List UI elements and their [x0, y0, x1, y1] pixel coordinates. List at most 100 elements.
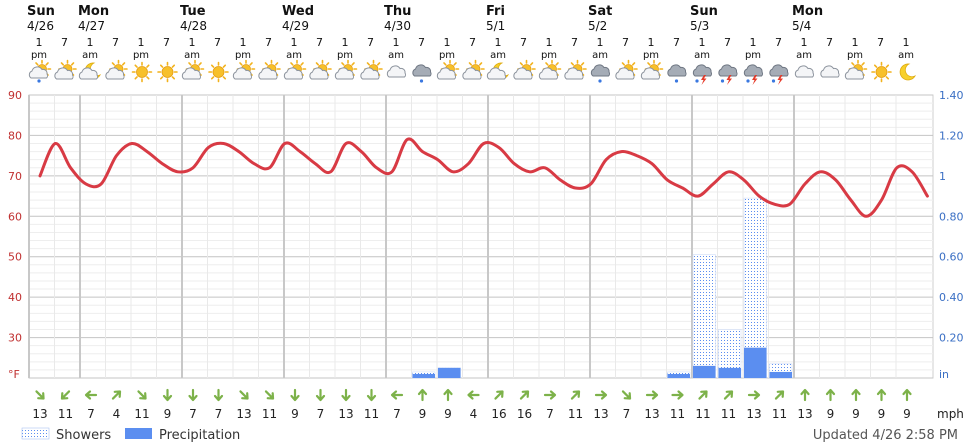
day-name: Mon: [792, 4, 823, 19]
cloud-shape: [360, 67, 380, 80]
wind-arrow-icon: [467, 390, 480, 400]
wind-speed: 9: [903, 407, 911, 421]
sun-ray: [529, 62, 534, 66]
ampm-label: am: [388, 50, 404, 61]
y-right-tick: 0.40: [939, 291, 963, 304]
sun-ray: [366, 62, 371, 66]
sun-ray: [468, 62, 473, 66]
sun-ray: [478, 62, 483, 66]
ampm-label: pm: [235, 50, 251, 61]
sunny-icon: [871, 61, 892, 83]
partly-cloudy-icon: [232, 59, 256, 80]
cloud-shape: [820, 65, 840, 78]
hour-label: 7: [571, 36, 578, 49]
wind-arrow-shape: [84, 390, 98, 400]
wind-speed: 11: [772, 407, 787, 421]
partly-cloudy-icon: [462, 59, 485, 80]
legend-precipitation-label: Precipitation: [159, 428, 240, 443]
wind-arrow-icon: [494, 390, 504, 400]
sun-disc: [875, 66, 888, 78]
wind-arrow-icon: [543, 390, 557, 400]
hour-label: 1: [648, 36, 655, 49]
day-date: 4/28: [180, 19, 207, 33]
partly-cloudy-icon: [615, 59, 638, 80]
ampm-label: am: [184, 50, 200, 61]
moon-icon: [899, 63, 917, 81]
wind-arrow-shape: [137, 390, 147, 400]
ampm-label: pm: [745, 50, 761, 61]
sun-ray: [647, 62, 651, 66]
sun-disc: [161, 66, 174, 78]
rain-drop: [419, 79, 424, 83]
wind-arrow-shape: [111, 390, 122, 400]
y-left-tick: 50: [8, 251, 22, 264]
hour-label: 1: [495, 36, 502, 49]
wind-speed: 9: [444, 407, 452, 421]
hour-label: 1: [801, 36, 808, 49]
cloud-shape: [743, 64, 764, 77]
sun-ray: [545, 62, 549, 66]
sun-ray: [300, 62, 304, 66]
wind-arrow-shape: [188, 388, 198, 402]
hour-label: 1: [87, 36, 94, 49]
hour-label: 7: [61, 36, 68, 49]
wind-speed: 11: [262, 407, 277, 421]
cloud-shape: [386, 65, 407, 78]
wind-speed: 13: [32, 407, 47, 421]
precipitation-bar: [412, 373, 435, 378]
wind-arrow-icon: [902, 388, 912, 402]
precipitation-bar: [438, 367, 461, 378]
hour-label: 7: [469, 36, 476, 49]
wind-speed: 11: [695, 407, 710, 421]
wind-speed: 9: [419, 407, 427, 421]
partly-cloudy-icon: [538, 59, 562, 80]
wind-arrow-shape: [443, 388, 453, 402]
legend-precipitation-swatch: [125, 428, 152, 439]
rain-drop: [674, 79, 679, 83]
ampm-label: am: [82, 50, 98, 61]
sun-ray: [351, 62, 355, 66]
wind-arrow-icon: [162, 388, 173, 402]
partly-cloudy-icon: [640, 59, 664, 80]
cloud-shape: [232, 67, 253, 80]
wind-arrow-icon: [341, 388, 351, 402]
y-right-tick: 0.60: [939, 251, 963, 264]
sun-ray: [171, 64, 176, 68]
sun-ray: [146, 64, 150, 68]
sun-ray: [171, 76, 176, 80]
sun-ray: [60, 62, 65, 66]
partly-cloudy-icon: [360, 59, 383, 80]
cloudy-icon: [794, 65, 815, 78]
partly-cloudy-icon: [105, 59, 128, 80]
wind-speed: 11: [58, 407, 73, 421]
sun-ray: [873, 64, 878, 68]
sun-ray: [210, 64, 215, 68]
wind-arrow-shape: [162, 388, 173, 402]
y-right-tick: 1.20: [939, 129, 963, 142]
cloud-shape: [718, 64, 738, 77]
wind-speed: 7: [393, 407, 401, 421]
wind-speed: 16: [491, 407, 506, 421]
cloud-shape: [769, 64, 789, 77]
wind-arrow-shape: [494, 390, 504, 400]
wind-arrow-shape: [543, 390, 557, 400]
thunderstorm-icon: [718, 64, 738, 85]
hour-label: 7: [826, 36, 833, 49]
wind-arrow-icon: [747, 390, 761, 400]
updated-timestamp: Updated 4/26 2:58 PM: [813, 428, 958, 443]
wind-speed: 9: [878, 407, 886, 421]
cloud-shape: [436, 67, 457, 80]
cloud-shape: [640, 67, 661, 80]
hour-label: 7: [775, 36, 782, 49]
day-date: 4/27: [78, 19, 105, 33]
hour-label: 7: [214, 36, 221, 49]
wind-arrow-icon: [84, 390, 98, 400]
wind-arrow-icon: [851, 388, 861, 402]
ampm-label: am: [490, 50, 506, 61]
wind-arrow-shape: [60, 390, 71, 400]
wind-speed: 16: [517, 407, 532, 421]
wind-speed: 11: [670, 407, 685, 421]
hour-label: 7: [265, 36, 272, 49]
wind-arrow-icon: [60, 390, 71, 400]
y-left-tick: 80: [8, 129, 22, 142]
